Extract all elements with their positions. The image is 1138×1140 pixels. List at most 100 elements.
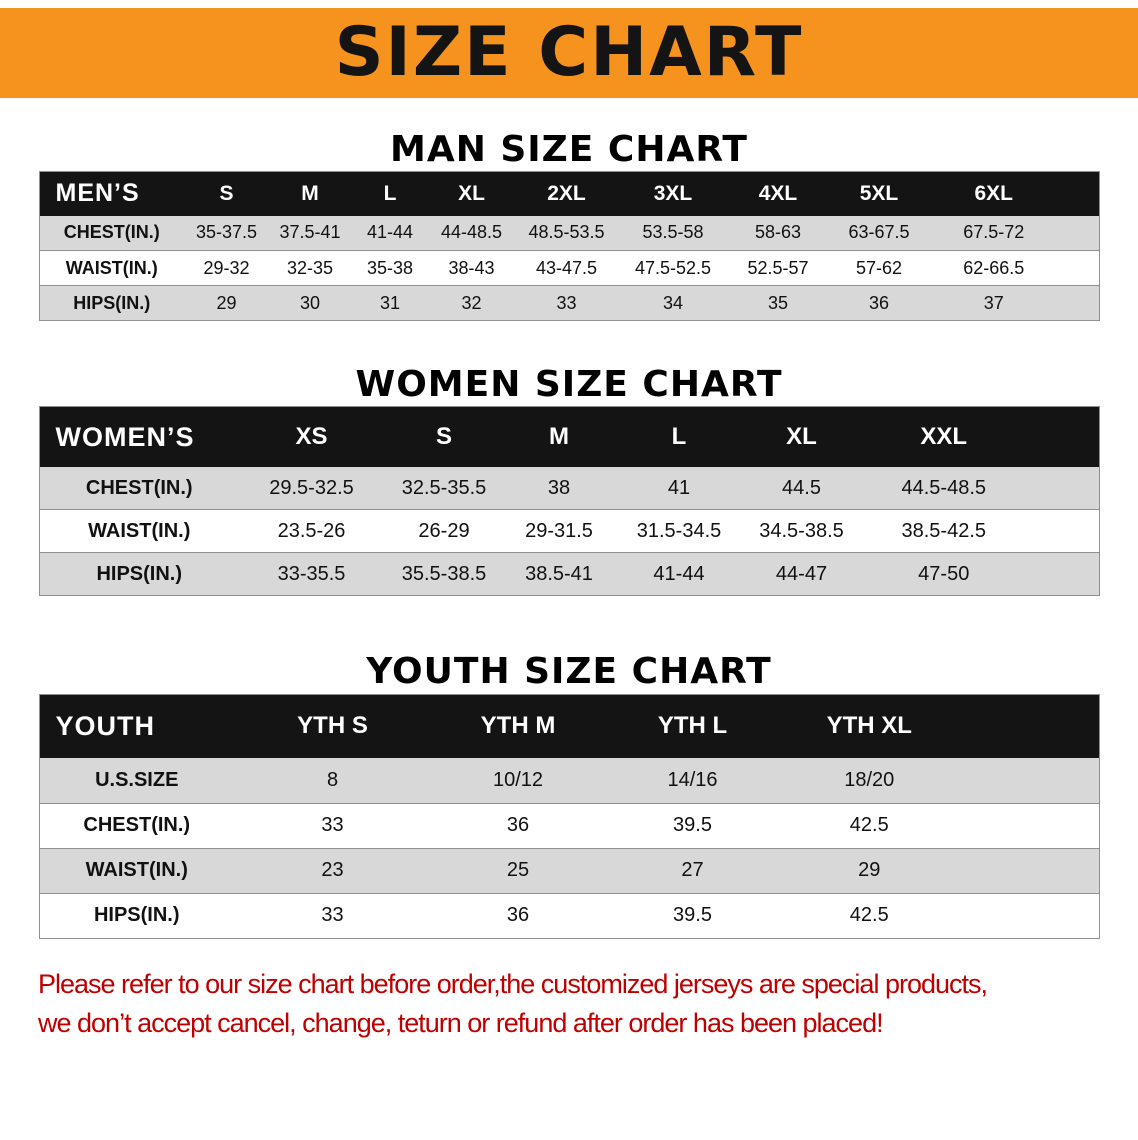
size-value-cell: 44.5 [782,476,821,499]
size-value-cell: 29-31.5 [525,519,593,542]
size-value-cell: 14/16 [667,768,718,791]
size-value-cell: 33 [556,292,577,313]
size-value-cell: 35-38 [366,257,414,278]
row-label: HIPS(IN.) [93,904,180,927]
size-value-cell: 62-66.5 [963,257,1025,278]
size-value-cell: 42.5 [849,814,889,837]
size-column-header: M [549,423,569,451]
size-value-cell: 41-44 [366,222,414,243]
row-label: CHEST(IN.) [83,814,191,837]
size-value-cell: 34 [662,292,684,313]
men-table-header: MEN’S S M L XL 2XL 3XL 4XL 5XL 6XL [39,171,1099,216]
size-value-cell: 41-44 [653,562,705,585]
women-size-table: WOMEN’S XS S M L XL XXL CHEST(IN.) 29.5-32.5 32.… [38,406,1100,597]
size-column-header: XL [458,181,485,205]
size-value-cell: 8 [326,768,339,791]
row-label: WAIST(IN.) [88,519,191,542]
size-value-cell: 29.5-32.5 [269,476,354,499]
women-table-header: WOMEN’S XS S M L XL XXL [39,406,1099,467]
table-row: WAIST(IN.) 23 25 27 29 [39,848,1099,894]
size-column-header: L [383,181,397,205]
header-row: MEN’S S M L XL 2XL 3XL 4XL 5XL 6XL [39,171,1099,216]
size-column-header: YTH S [297,712,368,740]
size-column-header: 4XL [758,181,798,205]
table-title: MEN’S [55,179,140,208]
table-row: CHEST(IN.) 35-37.5 37.5-41 41-44 44-48.5 48.5… [39,215,1099,251]
size-column-header: YTH L [657,712,728,740]
size-column-header: S [435,423,452,451]
table-row: U.S.SIZE 8 10/12 14/16 18/20 [39,758,1099,804]
row-label: WAIST(IN.) [65,257,158,278]
table-row: HIPS(IN.) 29 30 31 32 33 34 35 36 37 [39,285,1099,321]
size-value-cell: 44-48.5 [440,222,503,243]
size-value-cell: 43-47.5 [535,257,598,278]
table-row: WAIST(IN.) 29-32 32-35 35-38 38-43 43-47.5 47.… [39,250,1099,286]
table-row: WAIST(IN.) 23.5-26 26-29 29-31.5 31.5-34.5 34… [39,509,1099,553]
size-value-cell: 27 [681,859,704,882]
size-column-header: YTH M [480,712,556,740]
size-value-cell: 67.5-72 [963,222,1025,243]
size-value-cell: 26-29 [418,519,470,542]
table-row: CHEST(IN.) 29.5-32.5 32.5-35.5 38 41 44.5 44.5… [39,466,1099,510]
row-label: U.S.SIZE [95,768,179,791]
size-value-cell: 36 [506,814,530,837]
table-row: HIPS(IN.) 33 36 39.5 42.5 [39,893,1099,939]
men-table-body: CHEST(IN.) 35-37.5 37.5-41 41-44 44-48.5 48.5… [39,215,1099,321]
size-value-cell: 32-35 [286,257,334,278]
size-value-cell: 57-62 [855,257,903,278]
size-column-header: L [671,423,687,451]
row-label: HIPS(IN.) [73,292,151,313]
size-value-cell: 47.5-52.5 [634,257,712,278]
size-value-cell: 53.5-58 [642,222,704,243]
size-value-cell: 58-63 [754,222,802,243]
size-value-cell: 30 [299,292,321,313]
size-column-header: 6XL [974,181,1013,205]
women-table-body: CHEST(IN.) 29.5-32.5 32.5-35.5 38 41 44.5 44.5… [39,466,1099,596]
size-value-cell: 38-43 [448,257,495,278]
size-value-cell: 31.5-34.5 [636,519,722,542]
size-column-header: 5XL [859,181,899,205]
size-value-cell: 42.5 [849,904,889,927]
size-value-cell: 32.5-35.5 [401,476,487,499]
size-value-cell: 38.5-41 [525,562,593,585]
size-value-cell: 18/20 [844,768,895,791]
size-chart-page: SIZE CHART MAN SIZE CHART MEN’S S M L XL 2XL 3… [0,8,1138,1140]
row-label: WAIST(IN.) [85,859,188,882]
table-row: CHEST(IN.) 33 36 39.5 42.5 [39,803,1099,849]
size-column-header: 2XL [547,181,586,205]
row-label: CHEST(IN.) [85,476,193,499]
size-value-cell: 36 [506,904,530,927]
size-value-cell: 35 [767,292,789,313]
table-title: YOUTH [55,710,155,741]
size-value-cell: 38.5-42.5 [901,519,986,542]
size-column-header: YTH XL [826,712,912,740]
size-column-header: 3XL [653,181,693,205]
size-value-cell: 48.5-53.5 [528,222,605,243]
youth-table-body: U.S.SIZE 8 10/12 14/16 18/20 CHEST(IN.) 33 36 39… [39,758,1099,939]
size-value-cell: 47-50 [918,562,970,585]
size-column-header: S [219,181,234,205]
youth-size-table: YOUTH YTH S YTH M YTH L YTH XL U.S.SIZE 8 10/1… [38,693,1100,939]
size-value-cell: 25 [506,859,530,882]
size-value-cell: 37 [983,292,1004,313]
size-value-cell: 23.5-26 [277,519,346,542]
size-value-cell: 36 [868,292,890,313]
man-section-heading: MAN SIZE CHART [390,129,748,170]
youth-section-heading: YOUTH SIZE CHART [366,651,772,693]
size-value-cell: 44.5-48.5 [901,476,986,499]
women-section-heading: WOMEN SIZE CHART [355,364,783,406]
footer-disclaimer-line1: Please refer to our size chart before or… [38,968,988,999]
row-label: HIPS(IN.) [96,562,183,585]
size-value-cell: 39.5 [673,904,712,927]
size-value-cell: 63-67.5 [848,222,910,243]
footer-disclaimer-line2: we don’t accept cancel, change, teturn o… [38,1007,884,1038]
row-label: CHEST(IN.) [63,222,160,243]
size-value-cell: 32 [461,292,482,313]
size-column-header: XL [786,423,817,451]
size-value-cell: 33 [321,904,344,927]
size-value-cell: 10/12 [492,768,544,791]
size-value-cell: 35-37.5 [195,222,258,243]
table-title: WOMEN’S [55,421,195,452]
header-row: YOUTH YTH S YTH M YTH L YTH XL [39,694,1099,759]
size-value-cell: 33-35.5 [277,562,346,585]
